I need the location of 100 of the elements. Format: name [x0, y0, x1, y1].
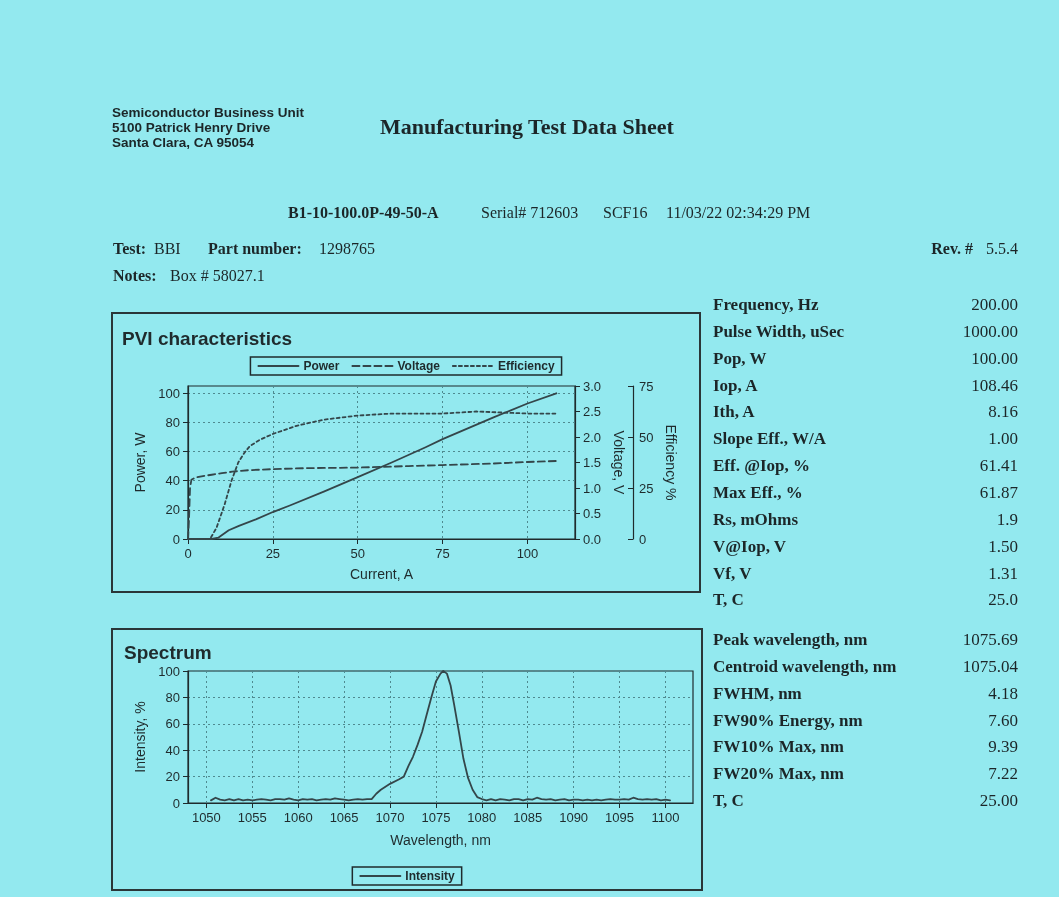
- text: Slope Eff., W/A: [713, 429, 827, 449]
- text: B1-10-100.0P-49-50-A: [288, 204, 439, 223]
- text: 61.41: [979, 456, 1018, 476]
- y-tick-label: 60: [165, 444, 180, 460]
- text: 108.46: [971, 375, 1018, 396]
- legend-label: Power: [303, 359, 340, 373]
- text: 4.18: [988, 683, 1018, 704]
- y3-axis-title: Efficiency %: [663, 424, 680, 501]
- text: 1.9: [996, 509, 1018, 530]
- text: 8.16: [988, 402, 1018, 422]
- text: FWHM, nm: [713, 683, 802, 704]
- text: FW10% Max, nm: [713, 737, 844, 757]
- x-tick-label: 1075: [421, 810, 451, 825]
- y-tick-label: 80: [165, 414, 180, 430]
- text: 9.39: [988, 737, 1018, 757]
- y3-tick-label: 50: [639, 429, 654, 445]
- text: Test:: [113, 240, 147, 259]
- y2-tick-label: 2.0: [583, 429, 602, 445]
- text: 5.5.4: [986, 240, 1018, 259]
- text: Ith, A: [713, 402, 755, 422]
- text: T, C: [713, 791, 744, 811]
- text: Frequency, Hz: [713, 295, 819, 315]
- text: V@Iop, V: [713, 536, 787, 557]
- text: Max Eff., %: [713, 482, 803, 503]
- y3-tick-label: 25: [639, 480, 654, 496]
- y-tick-label: 0: [172, 531, 180, 547]
- x-tick-label: 1100: [651, 810, 680, 825]
- y-tick-label: 20: [165, 502, 180, 518]
- x-tick-label: 100: [516, 546, 539, 561]
- y2-tick-label: 1.5: [583, 455, 602, 470]
- text: Peak wavelength, nm: [713, 630, 868, 650]
- text: 100.00: [971, 348, 1018, 369]
- legend-label: Intensity: [405, 869, 455, 883]
- x-axis-title: Wavelength, nm: [390, 832, 491, 848]
- text: 25.0: [988, 590, 1018, 610]
- x-tick-label: 1055: [237, 810, 267, 825]
- text: FW90% Energy, nm: [713, 710, 863, 731]
- text: SCF16: [603, 204, 648, 223]
- text: Pulse Width, uSec: [713, 321, 845, 342]
- text: 1.31: [988, 563, 1018, 584]
- text: Centroid wavelength, nm: [713, 656, 897, 677]
- y2-tick-label: 0.0: [583, 531, 602, 547]
- y2-tick-label: 2.5: [583, 404, 602, 419]
- text: 25.00: [979, 791, 1018, 811]
- y2-tick-label: 1.0: [583, 480, 602, 496]
- text: 1000.00: [962, 321, 1018, 342]
- y3-tick-label: 0: [639, 531, 647, 547]
- text: Rev. #: [931, 240, 973, 259]
- x-tick-label: 1085: [513, 810, 543, 825]
- x-tick-label: 50: [350, 546, 365, 561]
- x-tick-label: 25: [265, 546, 281, 561]
- text: Serial# 712603: [481, 204, 579, 223]
- text: T, C: [713, 590, 744, 610]
- text: 11/03/22 02:34:29 PM: [666, 204, 811, 223]
- y-tick-label: 80: [165, 689, 180, 705]
- legend-label: Efficiency: [497, 359, 555, 373]
- chart-title: Spectrum: [124, 642, 212, 663]
- y-tick-label: 40: [165, 473, 180, 489]
- text: Rs, mOhms: [713, 509, 799, 530]
- chart-title: PVI characteristics: [122, 328, 293, 349]
- y-tick-label: 0: [172, 795, 180, 811]
- text: 5100 Patrick Henry Drive: [112, 120, 271, 136]
- y-tick-label: 100: [158, 385, 180, 401]
- y-tick-label: 40: [165, 742, 180, 758]
- line-series: [210, 670, 671, 802]
- y2-tick-label: 0.5: [583, 506, 602, 521]
- text: Santa Clara, CA 95054: [112, 135, 255, 151]
- x-tick-label: 0: [184, 546, 192, 561]
- text: 1.00: [988, 429, 1018, 449]
- text: Eff. @Iop, %: [713, 456, 811, 476]
- y-tick-label: 60: [165, 716, 180, 732]
- y-axis-title: Intensity, %: [132, 701, 149, 773]
- text: 1298765: [319, 240, 375, 259]
- text: Semiconductor Business Unit: [112, 105, 305, 121]
- x-tick-label: 1095: [605, 810, 635, 825]
- text: Box # 58027.1: [170, 267, 265, 286]
- x-tick-label: 1065: [329, 810, 359, 825]
- y3-tick-label: 75: [639, 378, 654, 394]
- y-axis-title: Power, W: [132, 431, 149, 493]
- text: Part number:: [208, 240, 302, 259]
- text: FW20% Max, nm: [713, 764, 844, 784]
- text: 1.50: [988, 536, 1018, 557]
- y-tick-label: 20: [165, 769, 180, 785]
- y2-axis-title: Voltage, V: [610, 430, 627, 496]
- legend-label: Voltage: [397, 359, 441, 373]
- x-tick-label: 75: [435, 546, 450, 561]
- text: Manufacturing Test Data Sheet: [380, 114, 674, 140]
- x-tick-label: 1090: [559, 810, 589, 825]
- text: 61.87: [979, 482, 1018, 503]
- y-tick-label: 100: [158, 663, 180, 679]
- text: 200.00: [971, 295, 1018, 315]
- x-tick-label: 1080: [467, 810, 497, 825]
- text: 7.22: [988, 764, 1018, 784]
- x-tick-label: 1060: [283, 810, 313, 825]
- y2-tick-label: 3.0: [583, 378, 602, 394]
- text: 7.60: [988, 710, 1018, 731]
- text: Vf, V: [713, 563, 752, 584]
- text: Pop, W: [713, 348, 767, 369]
- x-tick-label: 1050: [191, 810, 221, 825]
- text: 1075.04: [962, 656, 1018, 677]
